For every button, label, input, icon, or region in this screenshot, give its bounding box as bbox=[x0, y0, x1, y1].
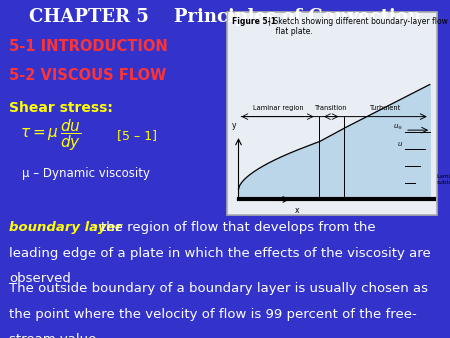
Text: the point where the velocity of flow is 99 percent of the free-: the point where the velocity of flow is … bbox=[9, 308, 417, 320]
Text: 5-1 INTRODUCTION: 5-1 INTRODUCTION bbox=[9, 39, 168, 54]
Text: μ – Dynamic viscosity: μ – Dynamic viscosity bbox=[22, 167, 150, 180]
Text: Figure 5-1: Figure 5-1 bbox=[232, 17, 276, 26]
Text: Shear stress:: Shear stress: bbox=[9, 101, 113, 115]
Text: boundary layer: boundary layer bbox=[9, 221, 122, 234]
Text: y: y bbox=[232, 121, 236, 130]
Text: $u_\infty$: $u_\infty$ bbox=[393, 123, 403, 131]
Text: Turbulent: Turbulent bbox=[370, 104, 401, 111]
Text: Laminar region: Laminar region bbox=[253, 104, 304, 111]
Text: x: x bbox=[295, 206, 299, 215]
Text: stream value.: stream value. bbox=[9, 333, 100, 338]
Text: CHAPTER 5    Principles of Convection: CHAPTER 5 Principles of Convection bbox=[29, 8, 421, 26]
Text: leading edge of a plate in which the effects of the viscosity are: leading edge of a plate in which the eff… bbox=[9, 247, 431, 260]
Text: 5-2 VISCOUS FLOW: 5-2 VISCOUS FLOW bbox=[9, 68, 166, 82]
Text: $u$: $u$ bbox=[396, 140, 403, 148]
Text: : the region of flow that develops from the: : the region of flow that develops from … bbox=[88, 221, 375, 234]
Text: observed: observed bbox=[9, 272, 71, 285]
Text: The outside boundary of a boundary layer is usually chosen as: The outside boundary of a boundary layer… bbox=[9, 282, 428, 295]
Text: Laminar
sublayer: Laminar sublayer bbox=[436, 174, 450, 185]
Text: [5 – 1]: [5 – 1] bbox=[117, 129, 157, 142]
Text: Transition: Transition bbox=[315, 104, 347, 111]
Text: | Sketch showing different boundary-layer flow regimes on a
    flat plate.: | Sketch showing different boundary-laye… bbox=[266, 17, 450, 36]
FancyBboxPatch shape bbox=[227, 12, 436, 215]
Text: $\tau = \mu\,\dfrac{du}{dy}$: $\tau = \mu\,\dfrac{du}{dy}$ bbox=[20, 117, 82, 153]
